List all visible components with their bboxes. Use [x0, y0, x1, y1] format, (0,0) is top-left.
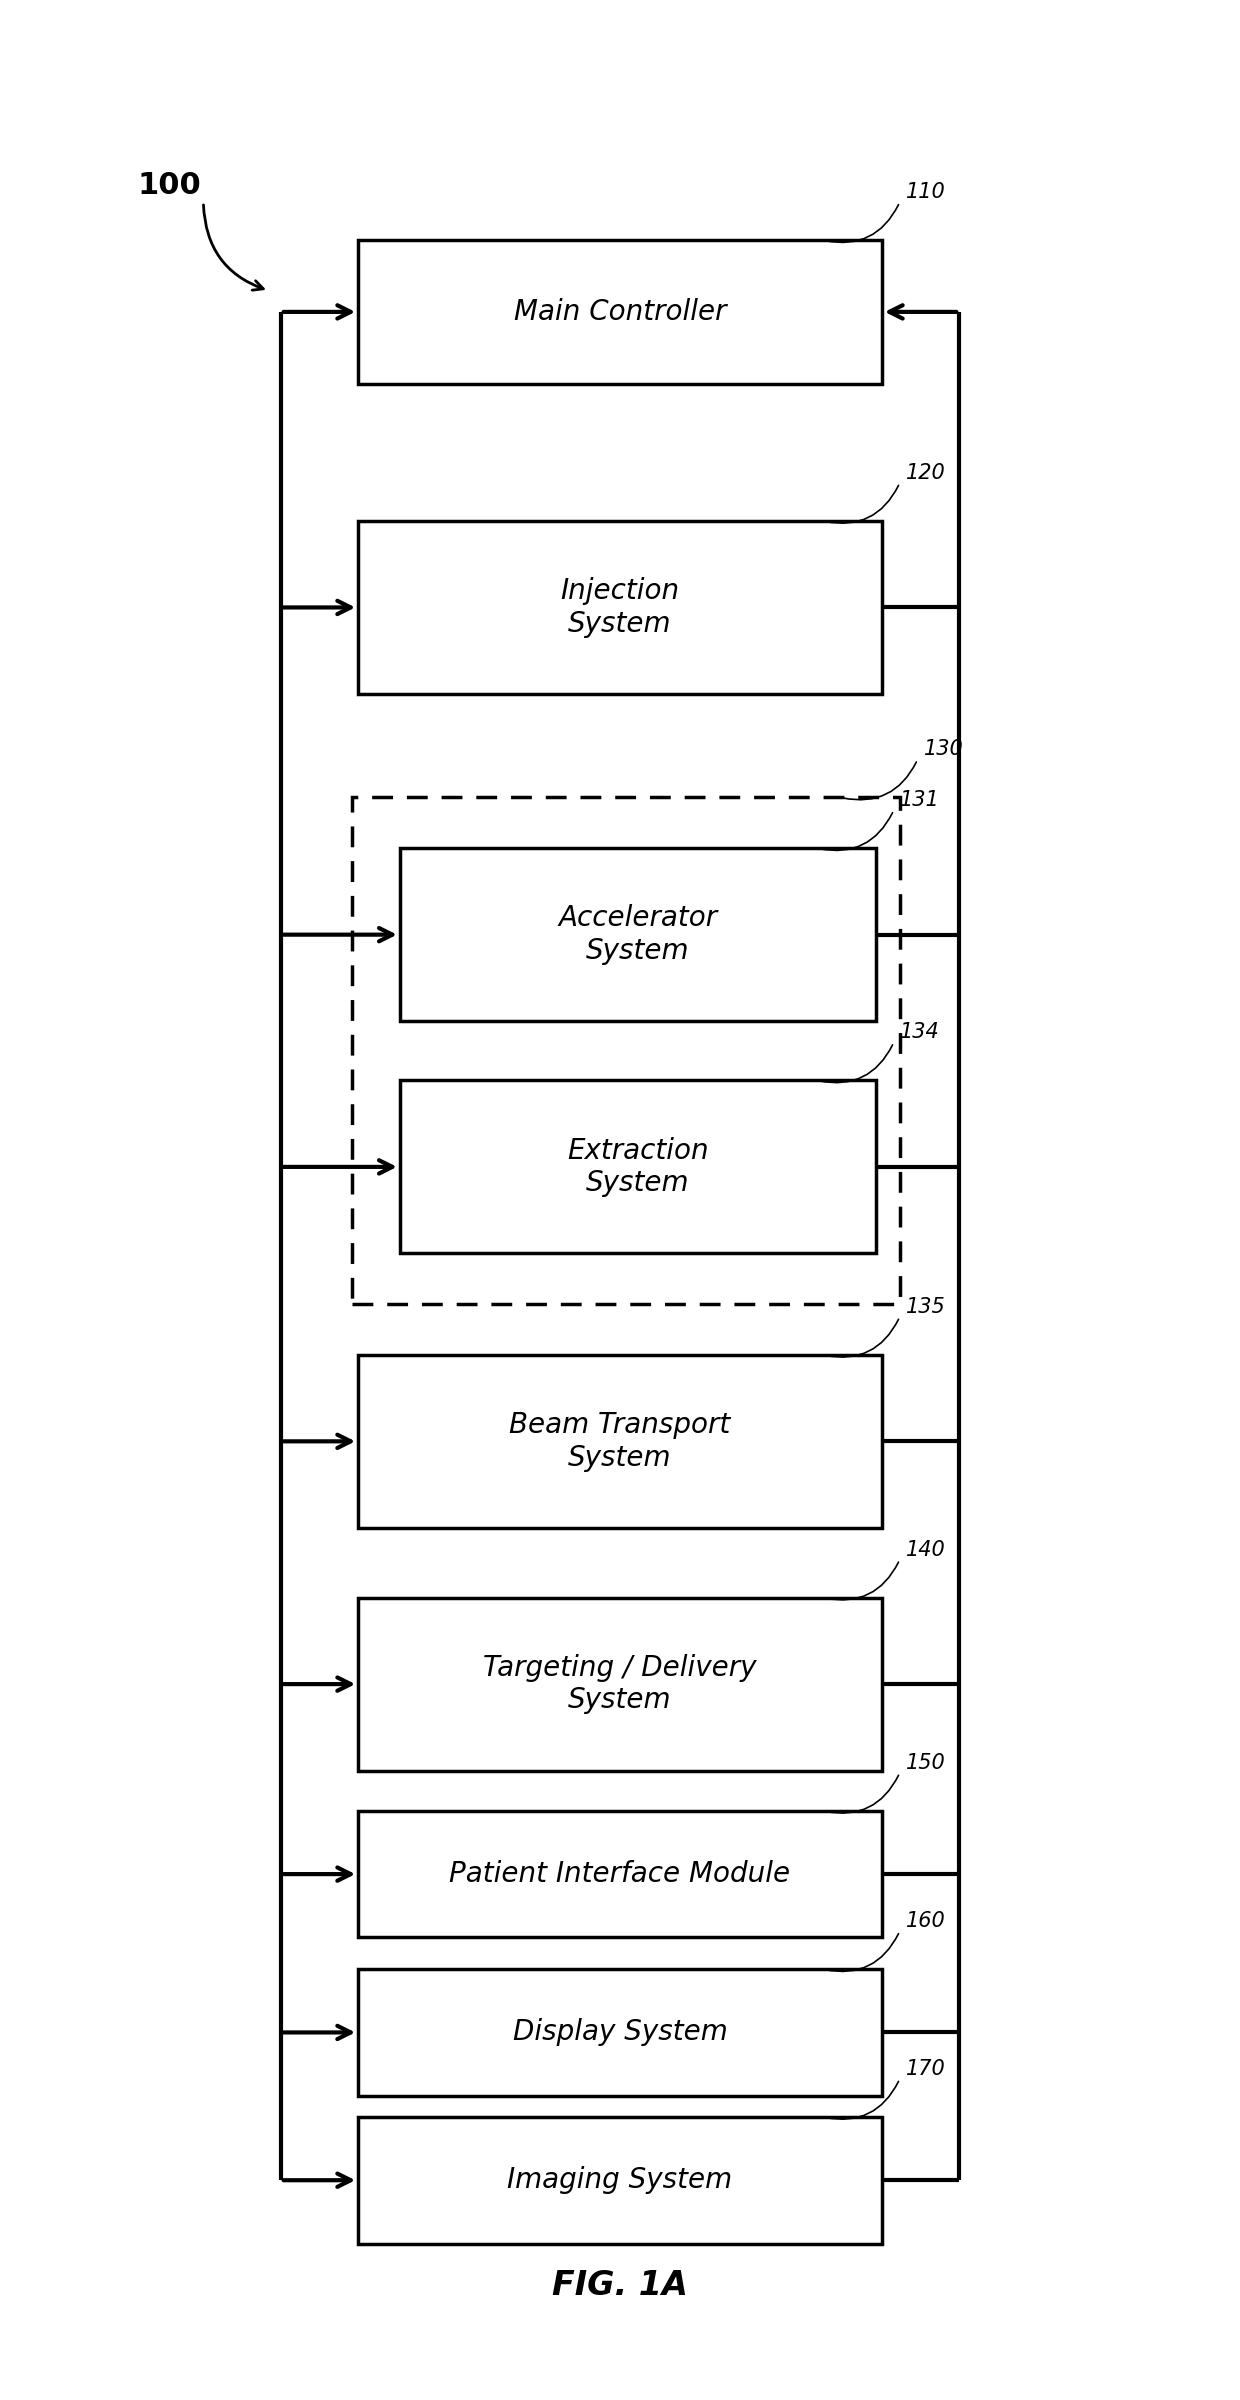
Text: 140: 140 [905, 1538, 945, 1560]
Text: 110: 110 [905, 182, 945, 202]
Text: FIG. 1A: FIG. 1A [552, 2270, 688, 2302]
Bar [358, 240, 882, 384]
Bar [358, 1810, 882, 1937]
Bar [358, 1354, 882, 1529]
Bar [358, 1968, 882, 2095]
Text: Targeting / Delivery
System: Targeting / Delivery System [484, 1654, 756, 1714]
Text: Accelerator
System: Accelerator System [558, 905, 718, 965]
Bar [358, 521, 882, 694]
Text: 134: 134 [900, 1022, 940, 1042]
Text: 160: 160 [905, 1910, 945, 1932]
Text: 130: 130 [924, 739, 963, 758]
Text: Injection
System: Injection System [560, 578, 680, 638]
Text: Display System: Display System [512, 2018, 728, 2047]
Bar [358, 1598, 882, 1771]
Text: Extraction
System: Extraction System [567, 1138, 709, 1198]
Text: 131: 131 [900, 790, 940, 811]
Bar [399, 1080, 875, 1253]
Text: Patient Interface Module: Patient Interface Module [449, 1860, 791, 1889]
Text: 150: 150 [905, 1752, 945, 1774]
Text: Imaging System: Imaging System [507, 2167, 733, 2194]
Bar [399, 847, 875, 1022]
Bar [358, 2117, 882, 2244]
Text: 135: 135 [905, 1296, 945, 1318]
Bar [352, 797, 900, 1303]
Text: 120: 120 [905, 463, 945, 482]
Text: 170: 170 [905, 2059, 945, 2078]
Text: Main Controller: Main Controller [513, 298, 727, 326]
Text: Beam Transport
System: Beam Transport System [510, 1411, 730, 1471]
Text: 100: 100 [138, 170, 202, 199]
